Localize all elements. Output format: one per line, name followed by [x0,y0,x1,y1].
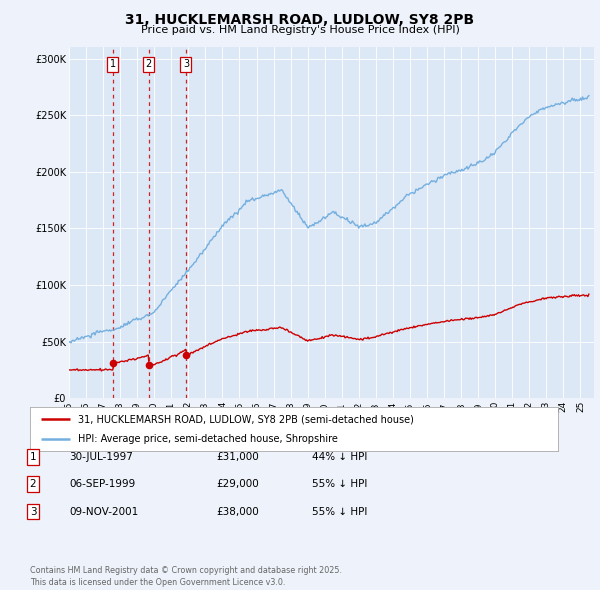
Text: 09-NOV-2001: 09-NOV-2001 [69,507,138,516]
Text: £38,000: £38,000 [216,507,259,516]
Text: 30-JUL-1997: 30-JUL-1997 [69,453,133,462]
Text: Price paid vs. HM Land Registry's House Price Index (HPI): Price paid vs. HM Land Registry's House … [140,25,460,35]
Text: £29,000: £29,000 [216,480,259,489]
Text: 44% ↓ HPI: 44% ↓ HPI [312,453,367,462]
Text: 06-SEP-1999: 06-SEP-1999 [69,480,135,489]
Text: £31,000: £31,000 [216,453,259,462]
Text: 3: 3 [183,59,189,69]
Text: 3: 3 [29,507,37,516]
Text: 1: 1 [110,59,116,69]
Text: 1: 1 [29,453,37,462]
Text: 2: 2 [29,480,37,489]
Text: 31, HUCKLEMARSH ROAD, LUDLOW, SY8 2PB: 31, HUCKLEMARSH ROAD, LUDLOW, SY8 2PB [125,13,475,27]
Text: HPI: Average price, semi-detached house, Shropshire: HPI: Average price, semi-detached house,… [77,434,337,444]
Text: 55% ↓ HPI: 55% ↓ HPI [312,480,367,489]
Text: 31, HUCKLEMARSH ROAD, LUDLOW, SY8 2PB (semi-detached house): 31, HUCKLEMARSH ROAD, LUDLOW, SY8 2PB (s… [77,415,413,424]
Text: 2: 2 [146,59,152,69]
Text: 55% ↓ HPI: 55% ↓ HPI [312,507,367,516]
Text: Contains HM Land Registry data © Crown copyright and database right 2025.
This d: Contains HM Land Registry data © Crown c… [30,566,342,587]
